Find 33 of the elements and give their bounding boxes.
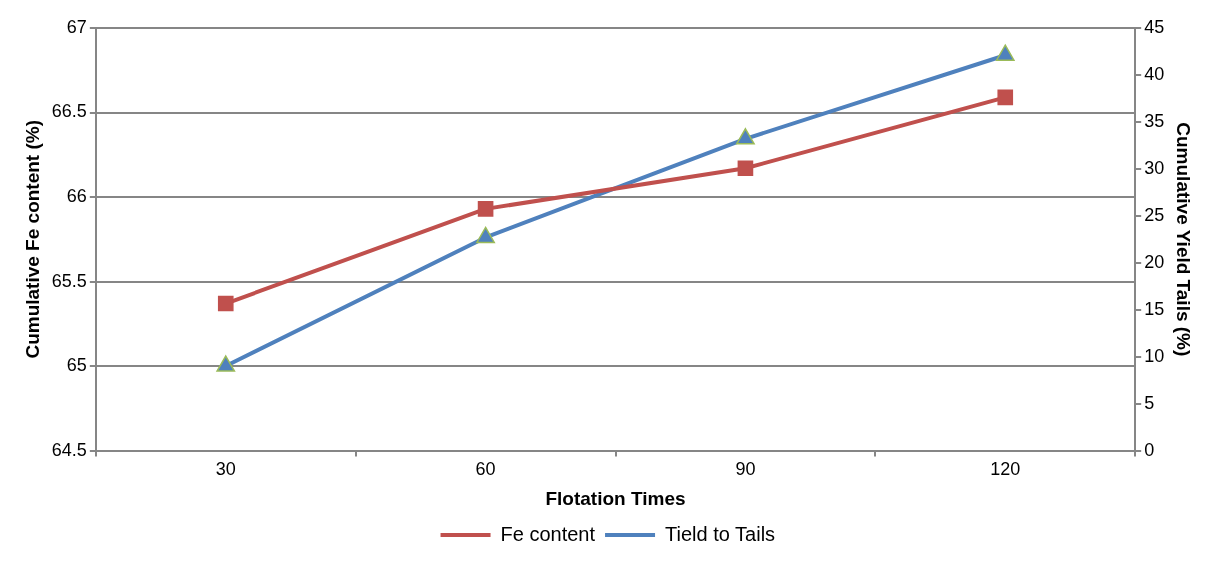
point xyxy=(737,160,754,177)
y2-tick-label: 10 xyxy=(1144,345,1165,366)
legend-label: Fe content xyxy=(500,522,596,545)
point xyxy=(476,226,495,244)
x-axis-title: Flotation Times xyxy=(545,487,686,509)
point xyxy=(477,201,494,217)
y-tick-label: 66.5 xyxy=(51,101,87,122)
x-tick-label: 120 xyxy=(990,459,1021,480)
x-tick-label: 90 xyxy=(735,459,756,480)
point xyxy=(217,295,234,312)
x-tick-label: 60 xyxy=(475,459,496,480)
x-tick-label: 30 xyxy=(215,459,236,480)
y2-tick-label: 0 xyxy=(1144,439,1155,460)
y2-tick-label: 5 xyxy=(1144,392,1155,413)
point xyxy=(736,128,755,145)
y2-axis-title: Cumulative Yield Tails (%) xyxy=(1173,122,1195,357)
point xyxy=(997,89,1014,106)
y-tick-label: 65 xyxy=(66,355,87,376)
y2-tick-label: 30 xyxy=(1144,157,1165,178)
y-tick-label: 65.5 xyxy=(51,270,87,291)
y-tick-label: 67 xyxy=(66,16,87,37)
y2-tick-label: 15 xyxy=(1144,298,1165,319)
y2-tick-label: 25 xyxy=(1144,204,1165,225)
point xyxy=(995,44,1015,61)
y2-tick-label: 20 xyxy=(1144,251,1165,272)
y2-tick-label: 45 xyxy=(1144,16,1165,37)
y2-tick-label: 40 xyxy=(1144,63,1165,84)
point xyxy=(216,355,236,372)
y-tick-label: 66 xyxy=(66,186,87,207)
y-axis-title: Cumulative Fe content (%) xyxy=(21,120,43,359)
y-tick-label: 64.5 xyxy=(51,439,87,460)
y2-tick-label: 35 xyxy=(1144,110,1165,131)
legend-label: Tield to Tails xyxy=(665,522,776,545)
